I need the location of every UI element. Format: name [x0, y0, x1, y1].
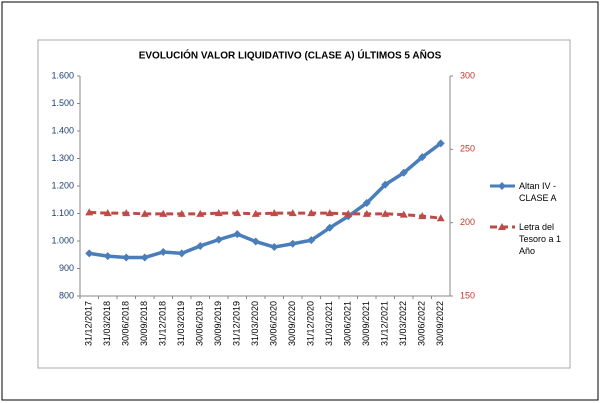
point — [325, 209, 334, 217]
point — [159, 209, 168, 217]
y-tick-label: 1.000 — [51, 235, 74, 245]
y-tick-label: 800 — [59, 290, 74, 300]
y-tick-label: 1.300 — [51, 153, 74, 163]
point — [288, 209, 297, 217]
point — [418, 153, 427, 162]
x-tick-label: 30/06/2018 — [121, 301, 131, 346]
legend-marker — [498, 223, 506, 230]
x-tick-label: 30/06/2019 — [195, 301, 205, 346]
point — [196, 241, 205, 250]
y2-tick-label: 150 — [460, 290, 475, 300]
x-tick-label: 31/03/2018 — [102, 301, 112, 346]
x-tick-label: 31/12/2018 — [158, 301, 168, 346]
point — [270, 243, 279, 252]
x-tick-label: 30/09/2021 — [361, 301, 371, 346]
point — [85, 208, 94, 216]
point — [270, 209, 279, 217]
x-tick-label: 31/03/2019 — [176, 301, 186, 346]
point — [85, 249, 94, 258]
y-tick-label: 1.500 — [51, 98, 74, 108]
x-tick-label: 30/06/2022 — [417, 301, 427, 346]
x-tick-label: 31/03/2022 — [398, 301, 408, 346]
y-tick-label: 1.100 — [51, 208, 74, 218]
point — [122, 209, 131, 217]
point — [233, 230, 242, 239]
y2-tick-label: 300 — [460, 70, 475, 80]
point — [159, 248, 168, 256]
point — [307, 209, 316, 217]
point — [122, 253, 131, 262]
x-tick-label: 30/06/2020 — [269, 301, 279, 346]
y2-tick-label: 200 — [460, 217, 475, 227]
x-tick-label: 31/12/2020 — [306, 301, 316, 346]
x-tick-label: 31/12/2019 — [232, 301, 242, 346]
x-tick-label: 31/03/2021 — [324, 301, 334, 346]
x-tick-label: 31/12/2021 — [380, 301, 390, 346]
point — [140, 209, 149, 217]
y-tick-label: 1.400 — [51, 125, 74, 135]
point — [325, 223, 334, 232]
point — [399, 210, 408, 218]
point — [103, 209, 112, 217]
chart-area — [37, 39, 571, 369]
x-tick-label: 30/06/2021 — [343, 301, 353, 346]
point — [214, 235, 223, 244]
point — [381, 209, 390, 217]
point — [362, 209, 371, 217]
legend-marker — [498, 182, 506, 190]
point — [177, 209, 186, 217]
point — [103, 252, 112, 261]
point — [344, 209, 353, 217]
x-tick-label: 30/09/2018 — [139, 301, 149, 346]
x-tick-label: 31/12/2017 — [84, 301, 94, 346]
point — [196, 209, 205, 217]
point — [307, 236, 316, 245]
y2-tick-label: 250 — [460, 144, 475, 154]
series-line — [89, 210, 441, 220]
point — [399, 168, 408, 177]
point — [251, 237, 260, 246]
point — [362, 199, 371, 208]
x-tick-label: 30/09/2020 — [287, 301, 297, 346]
point — [177, 249, 186, 258]
point — [381, 180, 390, 189]
chart-title: EVOLUCIÓN VALOR LIQUIDATIVO (CLASE A) ÚL… — [139, 49, 442, 62]
point — [436, 139, 445, 148]
x-tick-label: 31/03/2020 — [250, 301, 260, 346]
point — [436, 214, 445, 222]
y-tick-label: 1.600 — [51, 70, 74, 80]
y-tick-label: 1.200 — [51, 180, 74, 190]
point — [214, 209, 223, 217]
point — [288, 239, 297, 248]
point — [233, 209, 242, 217]
legend-label: Altan IV - CLASE A — [519, 181, 557, 203]
x-tick-label: 30/09/2022 — [435, 301, 445, 346]
point — [140, 253, 149, 262]
y-tick-label: 900 — [59, 263, 74, 273]
point — [251, 209, 260, 217]
legend-label: Letra del Tesoro a 1 Año — [519, 222, 562, 256]
point — [418, 212, 427, 220]
x-tick-label: 30/09/2019 — [213, 301, 223, 346]
